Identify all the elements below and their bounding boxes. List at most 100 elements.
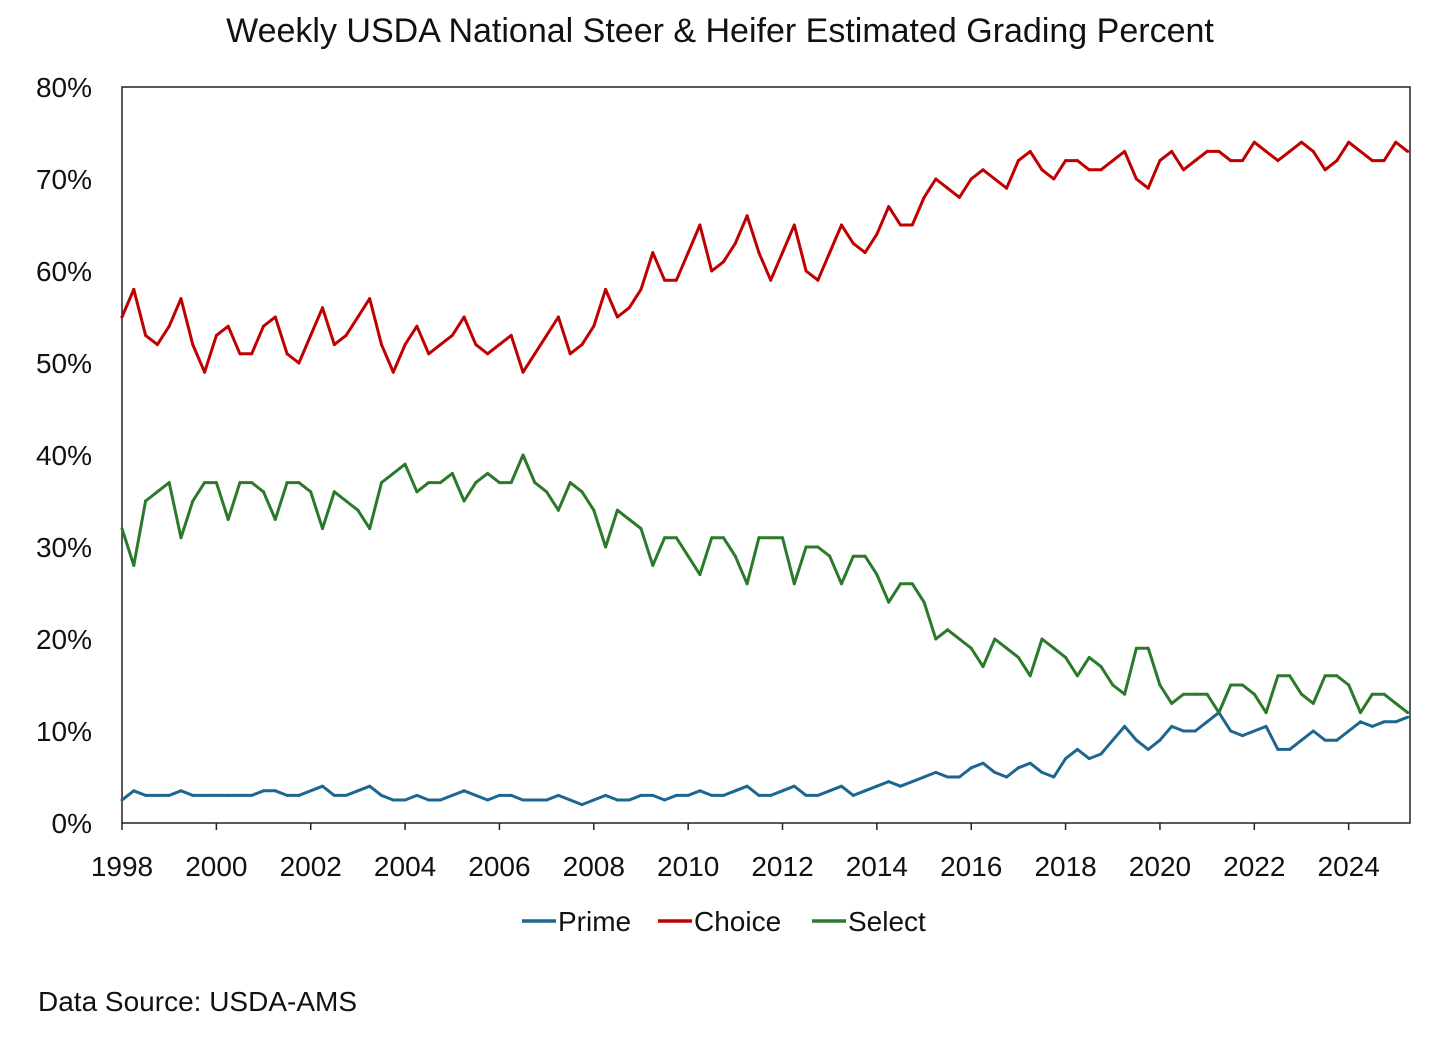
data-point-select bbox=[1064, 655, 1068, 659]
data-point-select bbox=[1335, 674, 1339, 678]
data-point-prime bbox=[863, 789, 867, 793]
data-point-prime bbox=[686, 793, 690, 797]
data-point-prime bbox=[1182, 729, 1186, 733]
data-point-prime bbox=[1111, 738, 1115, 742]
data-point-prime bbox=[1005, 775, 1009, 779]
data-point-select bbox=[1382, 692, 1386, 696]
data-point-prime bbox=[1335, 738, 1339, 742]
data-point-prime bbox=[521, 798, 525, 802]
data-point-select bbox=[1075, 674, 1079, 678]
data-point-choice bbox=[1099, 168, 1103, 172]
data-point-choice bbox=[946, 186, 950, 190]
data-point-choice bbox=[804, 269, 808, 273]
data-point-prime bbox=[379, 793, 383, 797]
data-point-prime bbox=[120, 798, 124, 802]
data-point-select bbox=[1406, 711, 1410, 715]
data-point-choice bbox=[969, 177, 973, 181]
data-point-select bbox=[344, 499, 348, 503]
data-point-select bbox=[179, 536, 183, 540]
data-point-select bbox=[214, 481, 218, 485]
y-tick-label: 40% bbox=[36, 440, 92, 471]
data-point-prime bbox=[321, 784, 325, 788]
data-point-select bbox=[1052, 646, 1056, 650]
data-point-prime bbox=[132, 789, 136, 793]
data-point-prime bbox=[191, 793, 195, 797]
y-tick-label: 70% bbox=[36, 164, 92, 195]
data-point-choice bbox=[592, 324, 596, 328]
data-point-choice bbox=[710, 269, 714, 273]
data-point-prime bbox=[946, 775, 950, 779]
data-point-prime bbox=[226, 793, 230, 797]
data-point-select bbox=[1182, 692, 1186, 696]
data-point-prime bbox=[1241, 734, 1245, 738]
data-point-prime bbox=[1406, 715, 1410, 719]
data-point-select bbox=[592, 508, 596, 512]
data-point-choice bbox=[981, 168, 985, 172]
data-point-choice bbox=[957, 195, 961, 199]
data-point-select bbox=[533, 481, 537, 485]
data-point-prime bbox=[509, 793, 513, 797]
data-point-choice bbox=[651, 251, 655, 255]
data-point-select bbox=[710, 536, 714, 540]
data-point-choice bbox=[238, 352, 242, 356]
data-point-select bbox=[226, 517, 230, 521]
data-point-prime bbox=[1229, 729, 1233, 733]
data-point-prime bbox=[556, 793, 560, 797]
data-point-prime bbox=[981, 761, 985, 765]
x-tick-label: 2012 bbox=[751, 851, 813, 882]
data-point-choice bbox=[545, 333, 549, 337]
data-point-choice bbox=[1370, 159, 1374, 163]
data-point-prime bbox=[403, 798, 407, 802]
data-point-prime bbox=[804, 793, 808, 797]
data-point-choice bbox=[745, 214, 749, 218]
data-point-choice bbox=[898, 223, 902, 227]
data-point-select bbox=[1241, 683, 1245, 687]
data-point-select bbox=[722, 536, 726, 540]
data-point-select bbox=[391, 471, 395, 475]
data-point-choice bbox=[556, 315, 560, 319]
data-point-prime bbox=[1311, 729, 1315, 733]
data-point-select bbox=[1347, 683, 1351, 687]
plot-frame bbox=[121, 86, 1411, 824]
data-point-prime bbox=[851, 793, 855, 797]
data-point-select bbox=[474, 481, 478, 485]
data-point-choice bbox=[167, 324, 171, 328]
data-point-choice bbox=[568, 352, 572, 356]
data-point-choice bbox=[1028, 149, 1032, 153]
data-point-choice bbox=[1016, 159, 1020, 163]
data-point-prime bbox=[1052, 775, 1056, 779]
data-point-select bbox=[792, 582, 796, 586]
data-point-select bbox=[1394, 701, 1398, 705]
data-point-choice bbox=[816, 278, 820, 282]
data-point-select bbox=[910, 582, 914, 586]
data-point-prime bbox=[993, 770, 997, 774]
data-point-choice bbox=[191, 343, 195, 347]
data-point-choice bbox=[344, 333, 348, 337]
data-point-select bbox=[981, 665, 985, 669]
data-point-select bbox=[1134, 646, 1138, 650]
y-tick-label: 50% bbox=[36, 348, 92, 379]
data-point-prime bbox=[615, 798, 619, 802]
data-point-select bbox=[379, 481, 383, 485]
data-point-prime bbox=[155, 793, 159, 797]
data-point-select bbox=[674, 536, 678, 540]
data-point-select bbox=[781, 536, 785, 540]
data-point-select bbox=[309, 490, 313, 494]
data-point-choice bbox=[1323, 168, 1327, 172]
x-tick-label: 2014 bbox=[846, 851, 908, 882]
data-point-select bbox=[545, 490, 549, 494]
data-point-choice bbox=[438, 343, 442, 347]
data-point-prime bbox=[474, 793, 478, 797]
data-point-choice bbox=[309, 333, 313, 337]
data-point-choice bbox=[781, 251, 785, 255]
data-point-select bbox=[615, 508, 619, 512]
data-point-prime bbox=[214, 793, 218, 797]
chart-title: Weekly USDA National Steer & Heifer Esti… bbox=[226, 12, 1214, 50]
data-point-select bbox=[1229, 683, 1233, 687]
data-point-select bbox=[238, 481, 242, 485]
data-point-select bbox=[639, 527, 643, 531]
data-point-select bbox=[816, 545, 820, 549]
data-point-choice bbox=[722, 260, 726, 264]
data-point-select bbox=[509, 481, 513, 485]
x-tick-label: 2010 bbox=[657, 851, 719, 882]
